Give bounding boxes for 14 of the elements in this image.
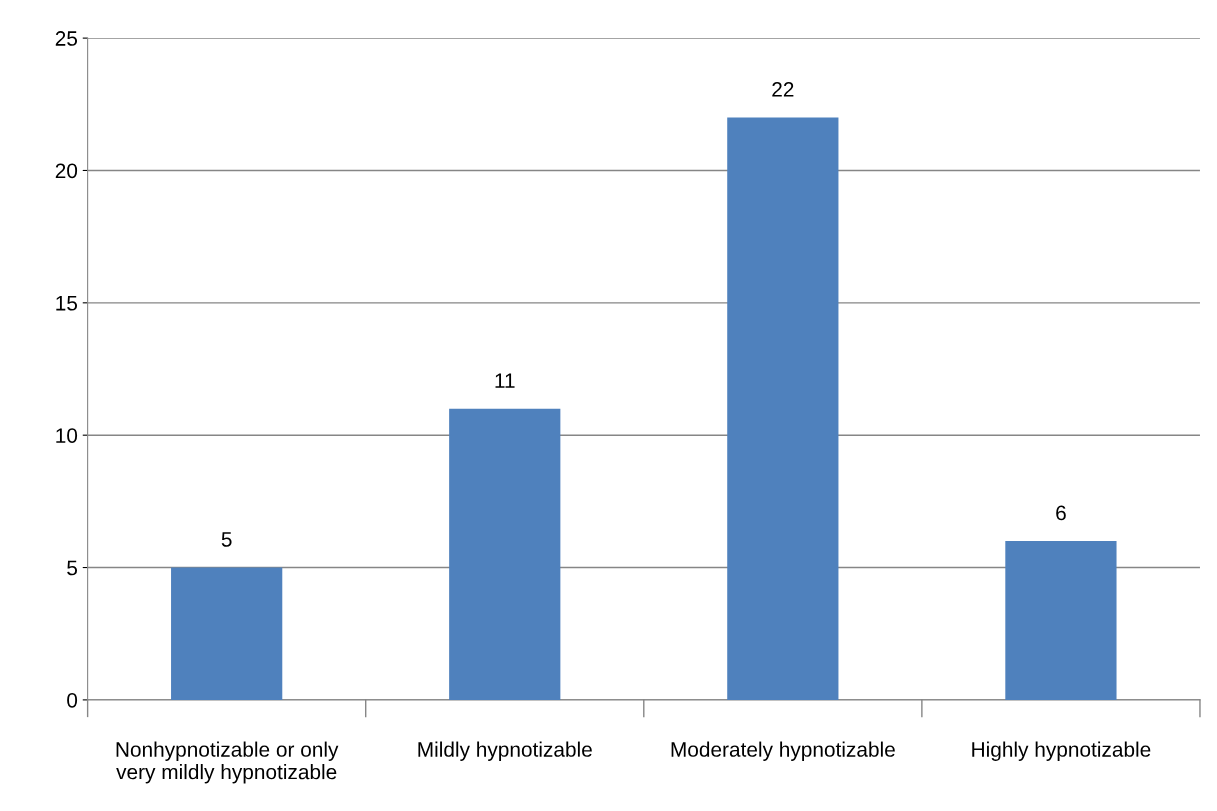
x-tick-label: Moderately hypnotizable [671,741,895,761]
x-tick-label: Highly hypnotizable [972,741,1151,761]
data-label: 6 [1056,505,1066,521]
y-tick-label: 0 [67,692,78,708]
data-label: 5 [221,532,232,547]
data-label: 22 [772,81,794,97]
y-tick-label: 10 [56,428,78,443]
y-tick-label: 20 [55,163,78,179]
y-tick-label: 5 [67,560,78,576]
y-tick-label: 25 [55,31,78,46]
x-tick-label: Mildly hypnotizable [418,741,592,761]
data-label: 11 [495,373,515,388]
x-tick-label: Nonhypnotizable or only very mildly hypnotizable [116,741,339,784]
y-tick-label: 15 [56,296,78,311]
